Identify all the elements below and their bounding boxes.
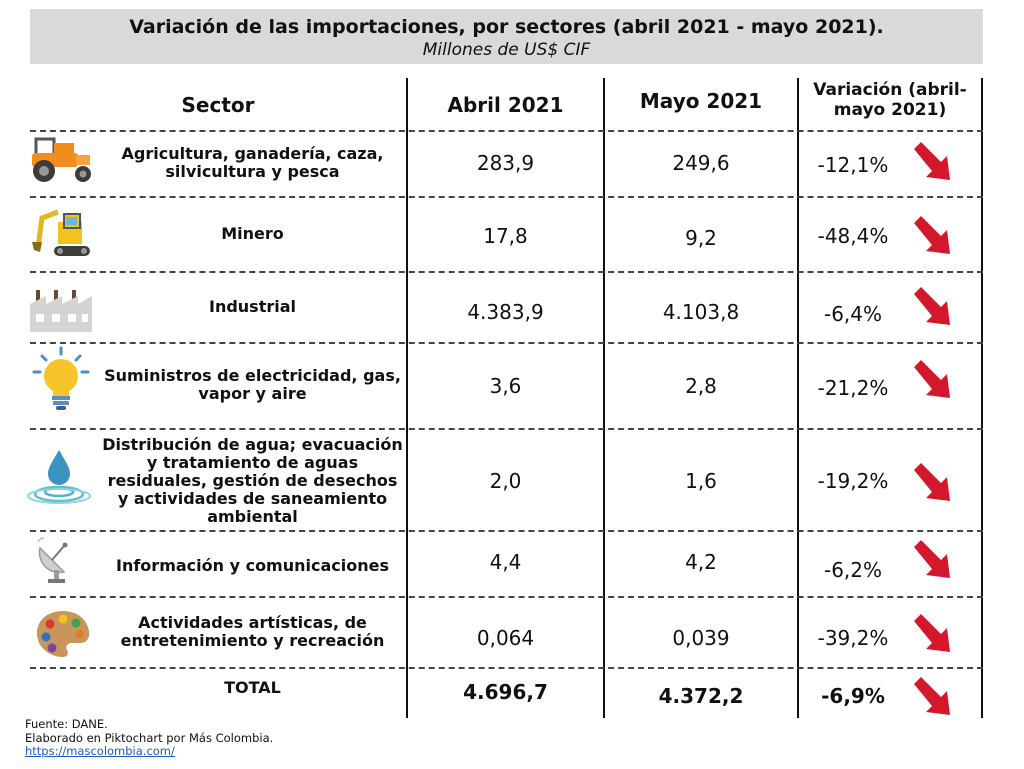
footer-link[interactable]: https://mascolombia.com/ — [25, 744, 175, 758]
sector-name: Industrial — [208, 297, 296, 316]
footer-source: Fuente: DANE. — [25, 717, 108, 731]
tractor-icon — [32, 137, 91, 182]
may-value: 4.103,8 — [662, 300, 740, 324]
variation-value: -39,2% — [817, 626, 889, 650]
header-april: Abril 2021 — [447, 93, 564, 117]
column-divider — [603, 78, 605, 718]
lightbulb-icon — [32, 346, 90, 410]
column-divider — [406, 78, 408, 718]
down-arrow-icon — [914, 287, 950, 325]
down-arrow-icon — [914, 677, 950, 715]
variation-value: -48,4% — [817, 224, 889, 248]
row-divider — [30, 428, 983, 430]
header-may: Mayo 2021 — [639, 89, 763, 113]
total-label: TOTAL — [224, 678, 281, 697]
may-value: 1,6 — [685, 469, 717, 493]
down-arrow-icon — [914, 360, 950, 398]
row-divider — [30, 596, 983, 598]
variation-value: -21,2% — [817, 376, 889, 400]
column-divider — [797, 78, 799, 718]
page-subtitle: Millones de US$ CIF — [422, 40, 591, 60]
row-divider — [30, 130, 983, 132]
satellite-dish-icon — [37, 537, 68, 583]
april-value: 3,6 — [489, 374, 522, 398]
row-divider — [30, 342, 983, 344]
footer: Fuente: DANE. Elaborado en Piktochart po… — [25, 717, 274, 759]
may-value: 4,2 — [685, 550, 717, 574]
down-arrow-icon — [914, 540, 950, 578]
sector-name: Actividades artísticas, de entretenimien… — [120, 613, 385, 650]
total-april-value: 4.696,7 — [463, 680, 548, 704]
total-may-value: 4.372,2 — [658, 684, 744, 708]
sector-name: Minero — [221, 224, 284, 243]
variation-value: -6,4% — [823, 302, 883, 326]
excavator-icon — [32, 209, 90, 256]
column-divider — [981, 78, 983, 718]
april-value: 17,8 — [483, 224, 528, 248]
sector-name: Agricultura, ganadería, caza, silvicultu… — [121, 144, 384, 181]
sector-name: Distribución de agua; evacuación y trata… — [102, 435, 403, 526]
may-value: 2,8 — [685, 374, 717, 398]
may-value: 9,2 — [685, 226, 717, 250]
variation-value: -19,2% — [817, 469, 889, 493]
april-value: 4,4 — [489, 550, 522, 574]
paint-palette-icon — [36, 611, 90, 657]
title-band: Variación de las importaciones, por sect… — [30, 9, 983, 64]
may-value: 249,6 — [672, 151, 730, 175]
variation-value: -12,1% — [817, 153, 889, 177]
down-arrow-icon — [914, 463, 950, 501]
down-arrow-icon — [914, 614, 950, 652]
row-divider — [30, 271, 983, 273]
page-title: Variación de las importaciones, por sect… — [129, 16, 884, 38]
total-variation-value: -6,9% — [821, 684, 885, 708]
factory-icon — [30, 290, 92, 332]
april-value: 2,0 — [489, 469, 522, 493]
header-variation: Variación (abril-mayo 2021) — [813, 80, 967, 120]
water-drop-icon — [27, 450, 91, 504]
header-sector: Sector — [181, 93, 255, 117]
april-value: 4.383,9 — [467, 300, 544, 324]
april-value: 283,9 — [476, 151, 535, 175]
row-divider — [30, 667, 983, 669]
down-arrow-icon — [914, 216, 950, 254]
variation-value: -6,2% — [823, 558, 883, 582]
april-value: 0,064 — [476, 626, 535, 650]
footer-credit: Elaborado en Piktochart por Más Colombia… — [25, 730, 274, 745]
down-arrow-icon — [914, 142, 950, 180]
row-divider — [30, 530, 983, 532]
sector-name: Información y comunicaciones — [116, 556, 389, 575]
sector-name: Suministros de electricidad, gas, vapor … — [104, 366, 401, 403]
row-divider — [30, 196, 983, 198]
may-value: 0,039 — [672, 626, 730, 650]
